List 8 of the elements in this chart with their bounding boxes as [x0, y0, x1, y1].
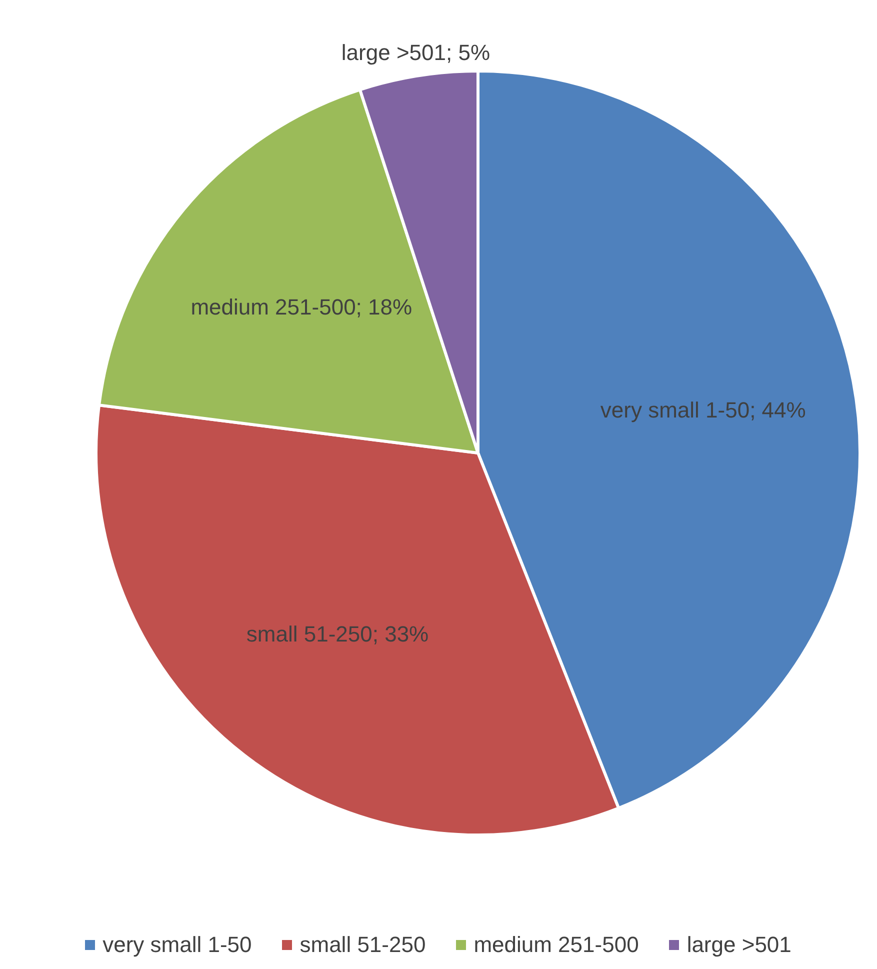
legend-label: medium 251-500	[472, 932, 639, 958]
data-label: very small 1-50; 44%	[600, 398, 806, 423]
legend-label: large >501	[686, 932, 792, 958]
legend-label: very small 1-50	[102, 932, 252, 958]
legend-label: small 51-250	[298, 932, 426, 958]
data-label: small 51-250; 33%	[246, 622, 429, 647]
data-label: large >501; 5%	[341, 40, 490, 65]
data-label: medium 251-500; 18%	[190, 294, 412, 320]
